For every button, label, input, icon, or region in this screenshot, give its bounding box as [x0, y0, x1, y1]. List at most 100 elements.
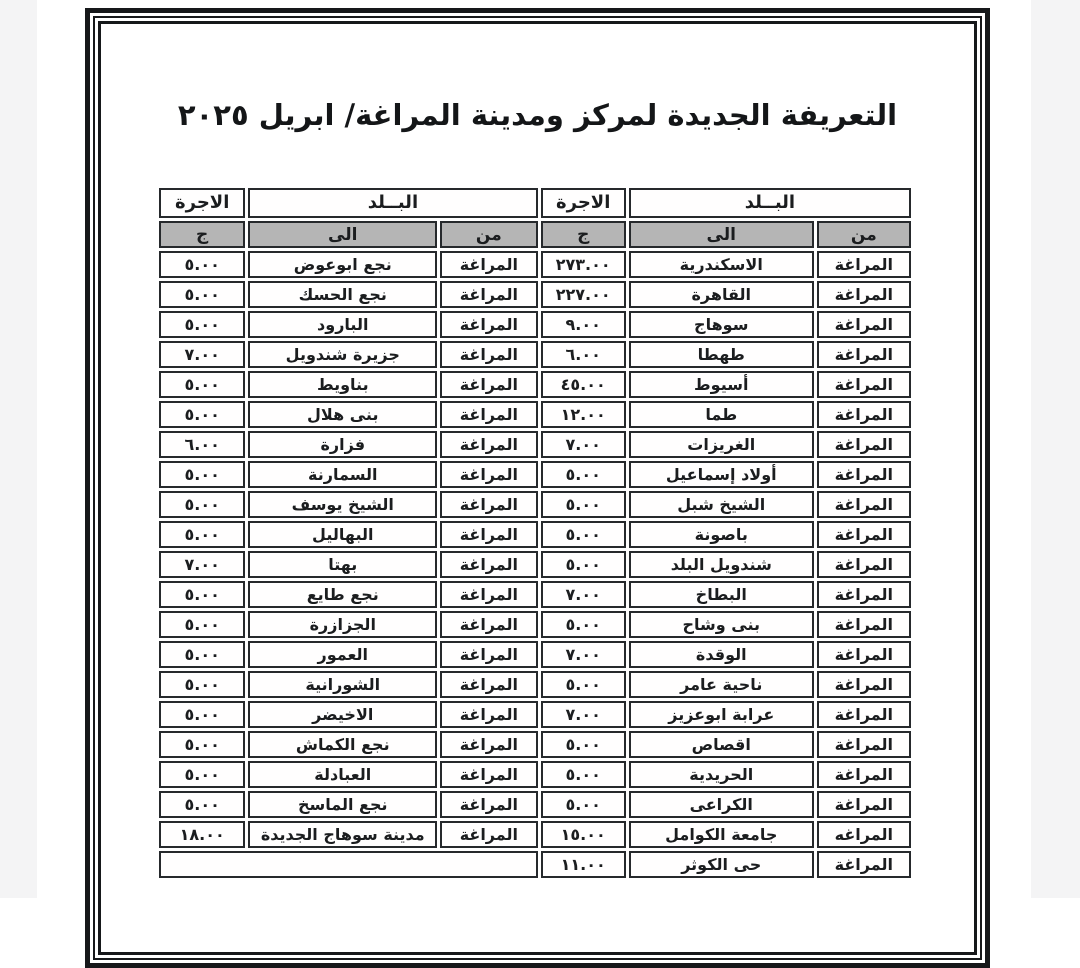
- cell-to-left: جزيرة شندويل: [248, 341, 438, 368]
- cell-from-right: المراغة: [816, 551, 911, 578]
- cell-to-left: العمور: [248, 641, 438, 668]
- fare-table-body: المراغة الاسكندرية ٢٧٣.٠٠ المراغة نجع اب…: [159, 251, 911, 878]
- cell-fare-left: ٥.٠٠: [159, 521, 246, 548]
- cell-fare-right: ٢٧٣.٠٠: [540, 251, 626, 278]
- cell-to-left: بهتا: [248, 551, 438, 578]
- cell-fare-left: ٥.٠٠: [159, 581, 246, 608]
- cell-from-right: المراغة: [816, 521, 911, 548]
- cell-fare-left: ٥.٠٠: [159, 761, 246, 788]
- cell-to-left: الشورانية: [248, 671, 438, 698]
- header-fare-right: الاجرة: [540, 188, 626, 218]
- cell-fare-right: ٥.٠٠: [540, 461, 626, 488]
- table-row: المراغة حى الكوثر ١١.٠٠: [159, 851, 911, 878]
- table-row: المراغه جامعة الكوامل ١٥.٠٠ المراغة مدين…: [159, 821, 911, 848]
- page-title: التعريفة الجديدة لمركز ومدينة المراغة/ ا…: [177, 98, 898, 132]
- cell-from-left: المراغة: [440, 641, 538, 668]
- cell-to-left: فزارة: [248, 431, 438, 458]
- cell-from-left: المراغة: [440, 401, 538, 428]
- subheader-currency-right: ج: [540, 221, 626, 248]
- cell-to-right: الاسكندرية: [628, 251, 814, 278]
- cell-fare-left: ٥.٠٠: [159, 371, 246, 398]
- cell-to-right: الحريدية: [628, 761, 814, 788]
- cell-from-right: المراغة: [816, 461, 911, 488]
- cell-fare-left: ١٨.٠٠: [159, 821, 246, 848]
- table-row: المراغة اقصاص ٥.٠٠ المراغة نجع الكماش ٥.…: [159, 731, 911, 758]
- cell-to-left: نجع الحسك: [248, 281, 438, 308]
- cell-fare-right: ٥.٠٠: [540, 791, 626, 818]
- cell-from-right: المراغة: [816, 401, 911, 428]
- cell-to-left: نجع ابوعوض: [248, 251, 438, 278]
- cell-to-left: الاخيضر: [248, 701, 438, 728]
- cell-from-left: المراغة: [440, 761, 538, 788]
- cell-fare-right: ١٥.٠٠: [540, 821, 626, 848]
- subheader-to-right: الى: [628, 221, 814, 248]
- cell-from-right: المراغة: [816, 371, 911, 398]
- table-row: المراغة البطاخ ٧.٠٠ المراغة نجع طايع ٥.٠…: [159, 581, 911, 608]
- cell-from-left: المراغة: [440, 521, 538, 548]
- cell-to-left: نجع الماسخ: [248, 791, 438, 818]
- cell-from-left: المراغة: [440, 701, 538, 728]
- cell-fare-right: ٥.٠٠: [540, 551, 626, 578]
- cell-from-right: المراغة: [816, 251, 911, 278]
- cell-to-right: أسيوط: [628, 371, 814, 398]
- table-row: المراغة ناحية عامر ٥.٠٠ المراغة الشوراني…: [159, 671, 911, 698]
- cell-fare-right: ٤٥.٠٠: [540, 371, 626, 398]
- table-row: المراغة أسيوط ٤٥.٠٠ المراغة بناويط ٥.٠٠: [159, 371, 911, 398]
- cell-to-right: الوقدة: [628, 641, 814, 668]
- table-row: المراغة سوهاج ٩.٠٠ المراغة البارود ٥.٠٠: [159, 311, 911, 338]
- cell-fare-left: ٥.٠٠: [159, 701, 246, 728]
- cell-from-left: المراغة: [440, 791, 538, 818]
- cell-to-right: الغريزات: [628, 431, 814, 458]
- cell-to-left: مدينة سوهاج الجديدة: [248, 821, 438, 848]
- cell-from-right: المراغة: [816, 341, 911, 368]
- cell-fare-right: ٥.٠٠: [540, 521, 626, 548]
- cell-fare-right: ٥.٠٠: [540, 761, 626, 788]
- cell-to-right: الشيخ شبل: [628, 491, 814, 518]
- cell-from-right: المراغة: [816, 701, 911, 728]
- cell-to-right: شندويل البلد: [628, 551, 814, 578]
- cell-to-left: البهاليل: [248, 521, 438, 548]
- cell-from-left: المراغة: [440, 671, 538, 698]
- subheader-to-left: الى: [248, 221, 438, 248]
- table-row: المراغة عرابة ابوعزيز ٧.٠٠ المراغة الاخي…: [159, 701, 911, 728]
- cell-from-left: المراغة: [440, 431, 538, 458]
- cell-to-left: البارود: [248, 311, 438, 338]
- cell-from-left: المراغة: [440, 461, 538, 488]
- table-row: المراغة طما ١٢.٠٠ المراغة بنى هلال ٥.٠٠: [159, 401, 911, 428]
- cell-from-right: المراغة: [816, 851, 911, 878]
- cell-fare-left: ٥.٠٠: [159, 311, 246, 338]
- cell-from-right: المراغة: [816, 491, 911, 518]
- cell-fare-right: ٥.٠٠: [540, 611, 626, 638]
- cell-from-right: المراغة: [816, 611, 911, 638]
- cell-to-left: العبادلة: [248, 761, 438, 788]
- table-row: المراغة الغريزات ٧.٠٠ المراغة فزارة ٦.٠٠: [159, 431, 911, 458]
- cell-to-left: الجزازرة: [248, 611, 438, 638]
- cell-to-right: جامعة الكوامل: [628, 821, 814, 848]
- cell-to-right: اقصاص: [628, 731, 814, 758]
- cell-fare-left: ٦.٠٠: [159, 431, 246, 458]
- cell-from-right: المراغة: [816, 281, 911, 308]
- cell-from-right: المراغة: [816, 311, 911, 338]
- cell-fare-right: ٢٢٧.٠٠: [540, 281, 626, 308]
- scan-margin-left: [0, 0, 37, 898]
- cell-to-right: سوهاج: [628, 311, 814, 338]
- cell-fare-left: ٥.٠٠: [159, 671, 246, 698]
- table-row: المراغة شندويل البلد ٥.٠٠ المراغة بهتا ٧…: [159, 551, 911, 578]
- table-row: المراغة القاهرة ٢٢٧.٠٠ المراغة نجع الحسك…: [159, 281, 911, 308]
- cell-to-left: نجع الكماش: [248, 731, 438, 758]
- cell-from-right: المراغة: [816, 641, 911, 668]
- cell-to-right: البطاخ: [628, 581, 814, 608]
- cell-to-left: بناويط: [248, 371, 438, 398]
- cell-fare-right: ٩.٠٠: [540, 311, 626, 338]
- subheader-currency-left: ج: [159, 221, 246, 248]
- cell-to-left: بنى هلال: [248, 401, 438, 428]
- cell-fare-right: ٦.٠٠: [540, 341, 626, 368]
- cell-to-left: السمارنة: [248, 461, 438, 488]
- table-row: المراغة بنى وشاح ٥.٠٠ المراغة الجزازرة ٥…: [159, 611, 911, 638]
- table-row: المراغة أولاد إسماعيل ٥.٠٠ المراغة السما…: [159, 461, 911, 488]
- header-country-right: البــلد: [628, 188, 911, 218]
- cell-to-left: نجع طايع: [248, 581, 438, 608]
- table-row: المراغة الكراعى ٥.٠٠ المراغة نجع الماسخ …: [159, 791, 911, 818]
- cell-from-left: المراغة: [440, 821, 538, 848]
- cell-from-left: المراغة: [440, 341, 538, 368]
